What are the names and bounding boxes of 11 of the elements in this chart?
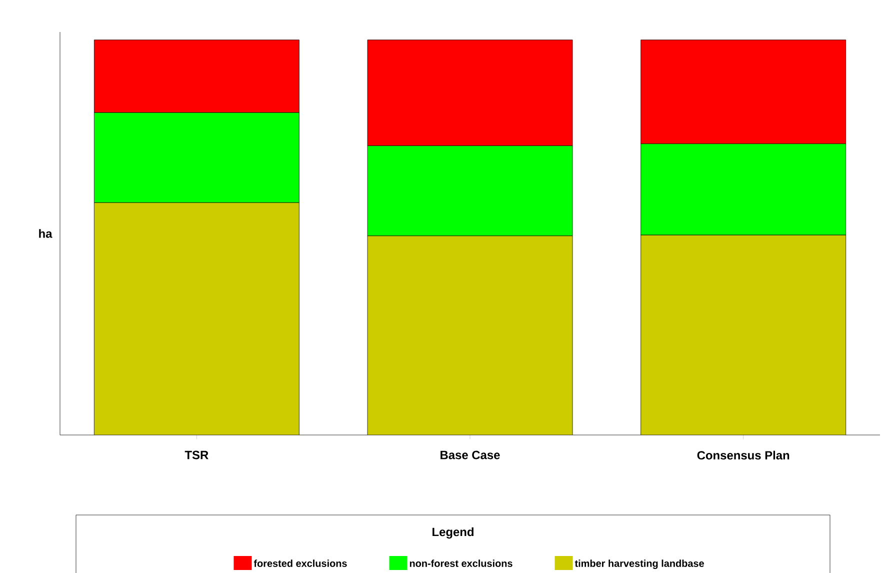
legend-title: Legend bbox=[432, 527, 474, 538]
legend-label: forested exclusions bbox=[254, 560, 347, 567]
x-tick-label: Consensus Plan bbox=[697, 450, 790, 460]
x-tick-label: TSR bbox=[184, 450, 208, 460]
legend-label: non-forest exclusions bbox=[410, 560, 512, 567]
legend-label: timber harvesting landbase bbox=[574, 560, 704, 569]
y-axis-title: ha bbox=[39, 229, 52, 238]
x-tick-label: Base Case bbox=[440, 450, 500, 460]
bar bbox=[640, 234, 846, 435]
bar bbox=[368, 236, 573, 435]
bar bbox=[94, 202, 300, 435]
